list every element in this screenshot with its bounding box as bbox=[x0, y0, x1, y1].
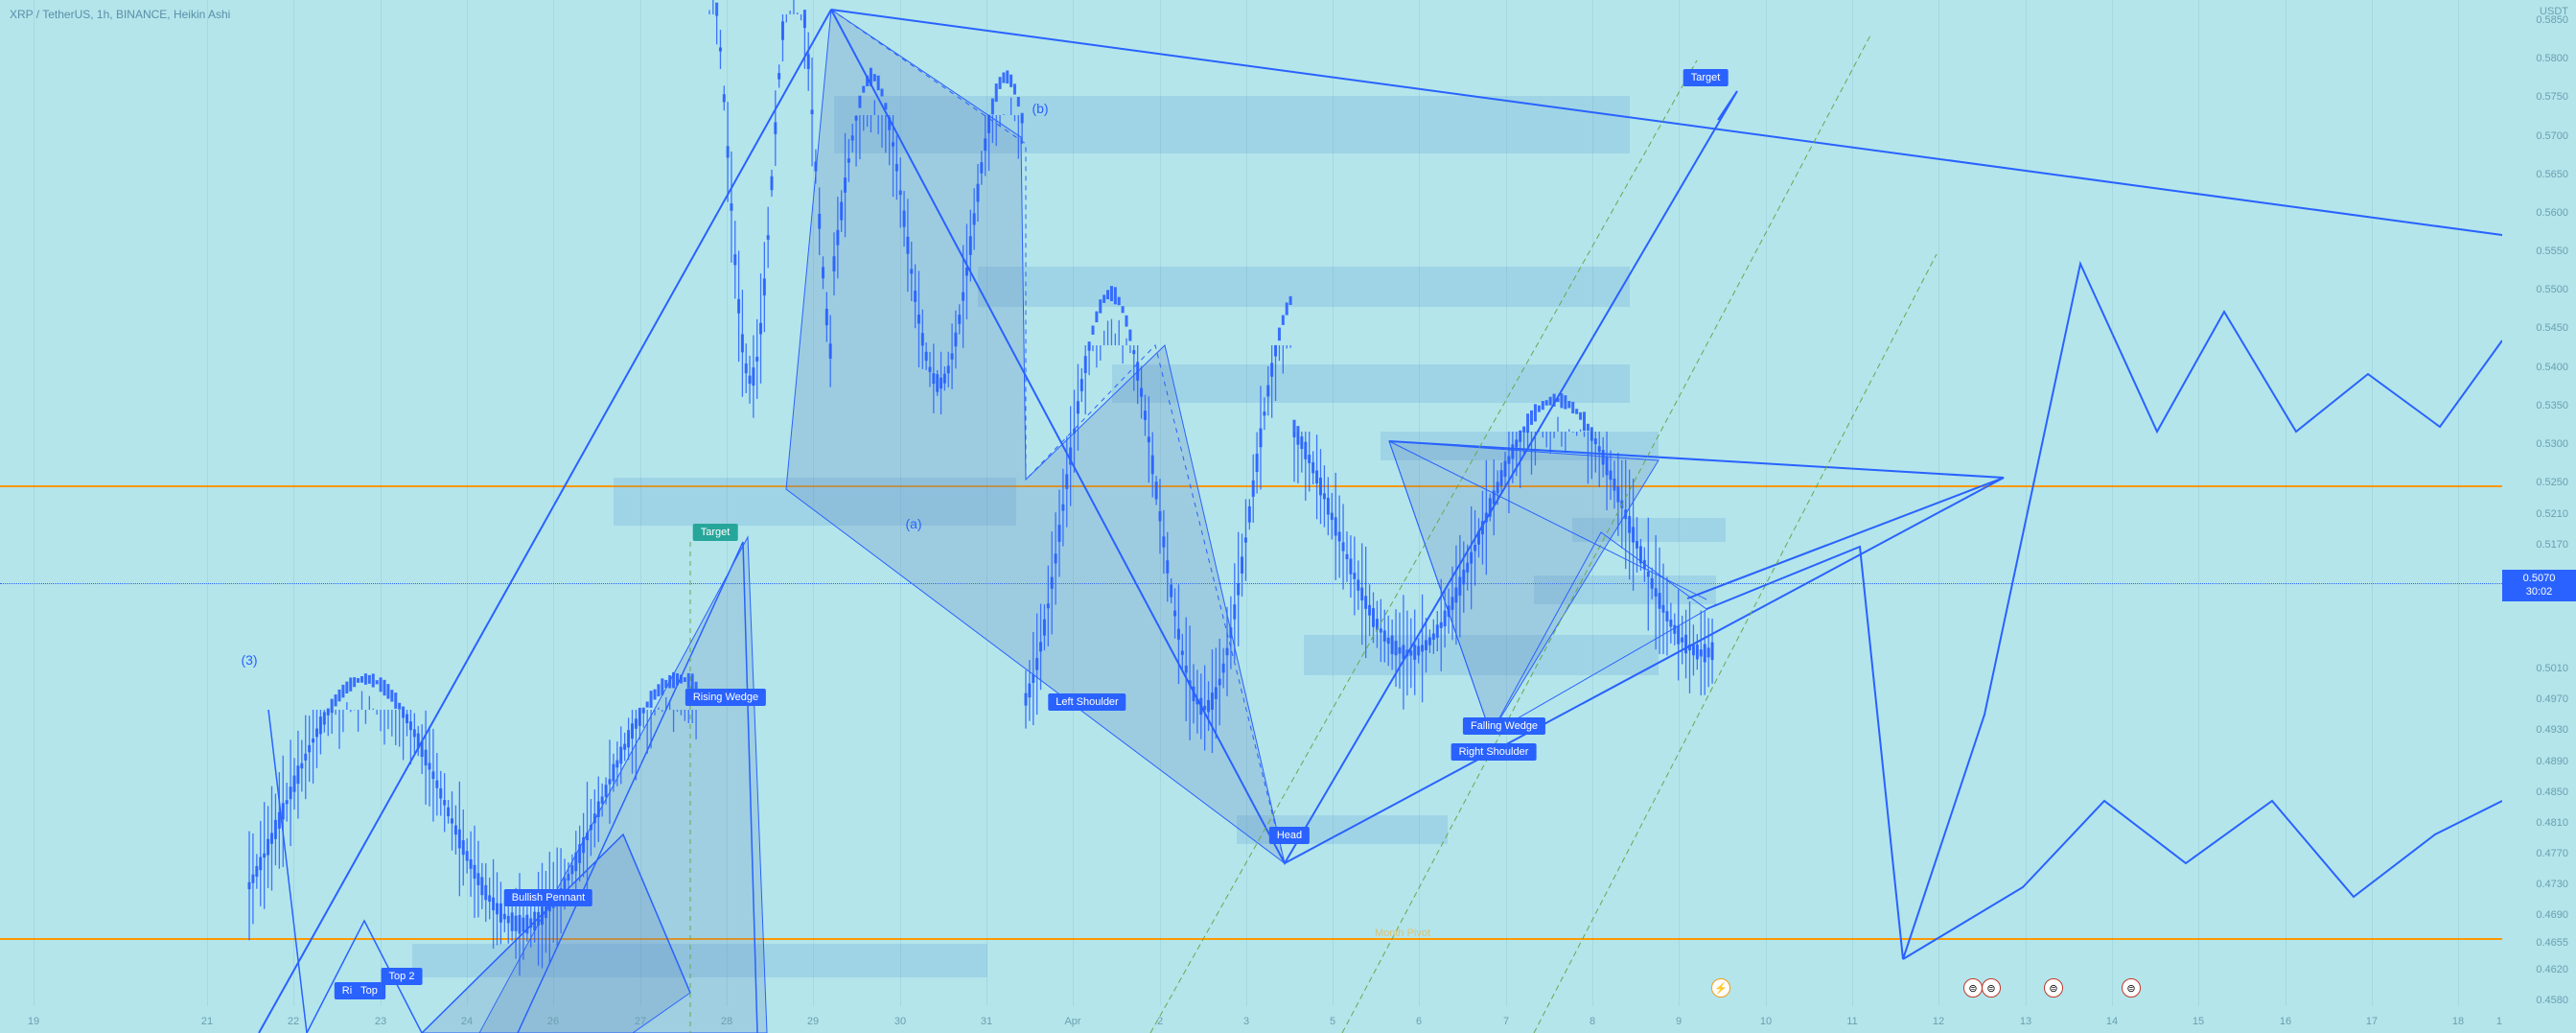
price-zone[interactable] bbox=[614, 478, 1016, 526]
y-tick-label: 0.5250 bbox=[2536, 477, 2568, 488]
y-tick-label: 0.5800 bbox=[2536, 53, 2568, 64]
y-tick-label: 0.5350 bbox=[2536, 400, 2568, 411]
drawing-layer bbox=[0, 0, 2502, 1033]
y-tick-label: 0.4655 bbox=[2536, 937, 2568, 949]
x-tick-label: 31 bbox=[981, 1016, 992, 1027]
y-tick-label: 0.4730 bbox=[2536, 879, 2568, 890]
x-tick-label: 24 bbox=[461, 1016, 473, 1027]
x-tick-label: 13 bbox=[2020, 1016, 2031, 1027]
x-tick-label: 8 bbox=[1590, 1016, 1595, 1027]
x-tick-label: 21 bbox=[201, 1016, 213, 1027]
x-tick-label: 7 bbox=[1503, 1016, 1509, 1027]
price-zone[interactable] bbox=[834, 96, 1630, 153]
y-tick-label: 0.5300 bbox=[2536, 438, 2568, 450]
y-tick-label: 0.5650 bbox=[2536, 169, 2568, 180]
price-zone[interactable] bbox=[1572, 518, 1726, 542]
y-tick-label: 0.5500 bbox=[2536, 284, 2568, 295]
price-axis[interactable]: USDT 0.58500.58000.57500.57000.56500.560… bbox=[2502, 0, 2576, 1033]
elliott-wave-label[interactable]: (3) bbox=[241, 652, 257, 668]
calendar-event-icon[interactable]: ⊜ bbox=[1963, 978, 1983, 998]
symbol-title[interactable]: XRP / TetherUS, 1h, BINANCE, Heikin Ashi bbox=[10, 8, 230, 21]
time-axis[interactable]: 1921222324262728293031Apr235678910111213… bbox=[0, 1006, 2502, 1033]
price-countdown: 30:02 bbox=[2502, 585, 2576, 599]
x-tick-label: 29 bbox=[807, 1016, 819, 1027]
calendar-event-icon[interactable]: ⊜ bbox=[2044, 978, 2063, 998]
x-tick-label: 3 bbox=[1243, 1016, 1249, 1027]
x-tick-label: 28 bbox=[721, 1016, 732, 1027]
annotation-label[interactable]: Rising Wedge bbox=[685, 689, 766, 706]
price-zone[interactable] bbox=[412, 944, 987, 977]
y-tick-label: 0.5010 bbox=[2536, 663, 2568, 674]
y-tick-label: 0.5400 bbox=[2536, 362, 2568, 373]
x-tick-label: 30 bbox=[894, 1016, 906, 1027]
y-tick-label: 0.5550 bbox=[2536, 246, 2568, 257]
x-tick-label: 23 bbox=[375, 1016, 386, 1027]
annotation-label[interactable]: Falling Wedge bbox=[1463, 717, 1545, 735]
y-tick-label: 0.5750 bbox=[2536, 91, 2568, 103]
price-zone[interactable] bbox=[978, 267, 1630, 307]
y-tick-label: 0.4970 bbox=[2536, 693, 2568, 705]
x-tick-label: 22 bbox=[288, 1016, 299, 1027]
elliott-wave-label[interactable]: (b) bbox=[1032, 101, 1048, 116]
annotation-label[interactable]: Top 2 bbox=[382, 968, 423, 985]
y-tick-label: 0.4890 bbox=[2536, 756, 2568, 767]
y-tick-label: 0.4930 bbox=[2536, 724, 2568, 736]
y-tick-label: 0.5600 bbox=[2536, 207, 2568, 219]
x-tick-label: 10 bbox=[1760, 1016, 1772, 1027]
y-tick-label: 0.4690 bbox=[2536, 909, 2568, 921]
x-tick-label: 19 bbox=[28, 1016, 39, 1027]
x-tick-label: 17 bbox=[2366, 1016, 2378, 1027]
price-value: 0.5070 bbox=[2502, 572, 2576, 585]
x-tick-label: 15 bbox=[2193, 1016, 2204, 1027]
x-tick-label: 9 bbox=[1676, 1016, 1682, 1027]
y-tick-label: 0.5170 bbox=[2536, 539, 2568, 551]
y-tick-label: 0.4810 bbox=[2536, 817, 2568, 829]
y-tick-label: 0.4850 bbox=[2536, 786, 2568, 798]
x-tick-label: 16 bbox=[2280, 1016, 2291, 1027]
annotation-label[interactable]: Target bbox=[693, 524, 738, 541]
x-tick-label: 14 bbox=[2106, 1016, 2118, 1027]
y-tick-label: 0.4580 bbox=[2536, 995, 2568, 1006]
annotation-label[interactable]: Head bbox=[1269, 827, 1310, 844]
pivot-label: Month Pivot bbox=[1375, 927, 1430, 939]
y-tick-label: 0.5700 bbox=[2536, 130, 2568, 142]
elliott-wave-label[interactable]: (a) bbox=[905, 516, 921, 531]
calendar-event-icon[interactable]: ⊜ bbox=[1982, 978, 2001, 998]
x-tick-label: Apr bbox=[1064, 1016, 1080, 1027]
price-zone[interactable] bbox=[1381, 432, 1659, 460]
x-tick-label: 18 bbox=[2452, 1016, 2464, 1027]
annotation-label[interactable]: Target bbox=[1683, 69, 1729, 86]
x-tick-label: 12 bbox=[1933, 1016, 1944, 1027]
annotation-label[interactable]: Left Shoulder bbox=[1048, 693, 1126, 711]
x-tick-label: 26 bbox=[547, 1016, 559, 1027]
horizontal-line[interactable] bbox=[0, 485, 2502, 487]
x-tick-label: 11 bbox=[1846, 1016, 1857, 1027]
chart-area[interactable]: XRP / TetherUS, 1h, BINANCE, Heikin Ashi… bbox=[0, 0, 2502, 1033]
y-tick-label: 0.5850 bbox=[2536, 14, 2568, 26]
y-tick-label: 0.5450 bbox=[2536, 322, 2568, 334]
x-tick-label: 27 bbox=[635, 1016, 646, 1027]
y-tick-label: 0.4620 bbox=[2536, 964, 2568, 975]
price-zone[interactable] bbox=[1304, 635, 1659, 675]
x-tick-label: 2 bbox=[1157, 1016, 1163, 1027]
price-zone[interactable] bbox=[1534, 575, 1716, 604]
calendar-event-icon[interactable]: ⚡ bbox=[1711, 978, 1730, 998]
y-tick-label: 0.4770 bbox=[2536, 848, 2568, 859]
y-tick-label: 0.5210 bbox=[2536, 508, 2568, 520]
annotation-label[interactable]: Right Shoulder bbox=[1451, 743, 1537, 761]
annotation-label[interactable]: Bullish Pennant bbox=[504, 889, 592, 906]
horizontal-line[interactable] bbox=[0, 583, 2502, 584]
x-tick-label: 5 bbox=[1330, 1016, 1335, 1027]
x-tick-label: 6 bbox=[1416, 1016, 1422, 1027]
price-zone[interactable] bbox=[1112, 364, 1630, 403]
horizontal-line[interactable] bbox=[0, 938, 2502, 940]
calendar-event-icon[interactable]: ⊜ bbox=[2122, 978, 2141, 998]
current-price-tag: 0.5070 30:02 bbox=[2502, 570, 2576, 601]
